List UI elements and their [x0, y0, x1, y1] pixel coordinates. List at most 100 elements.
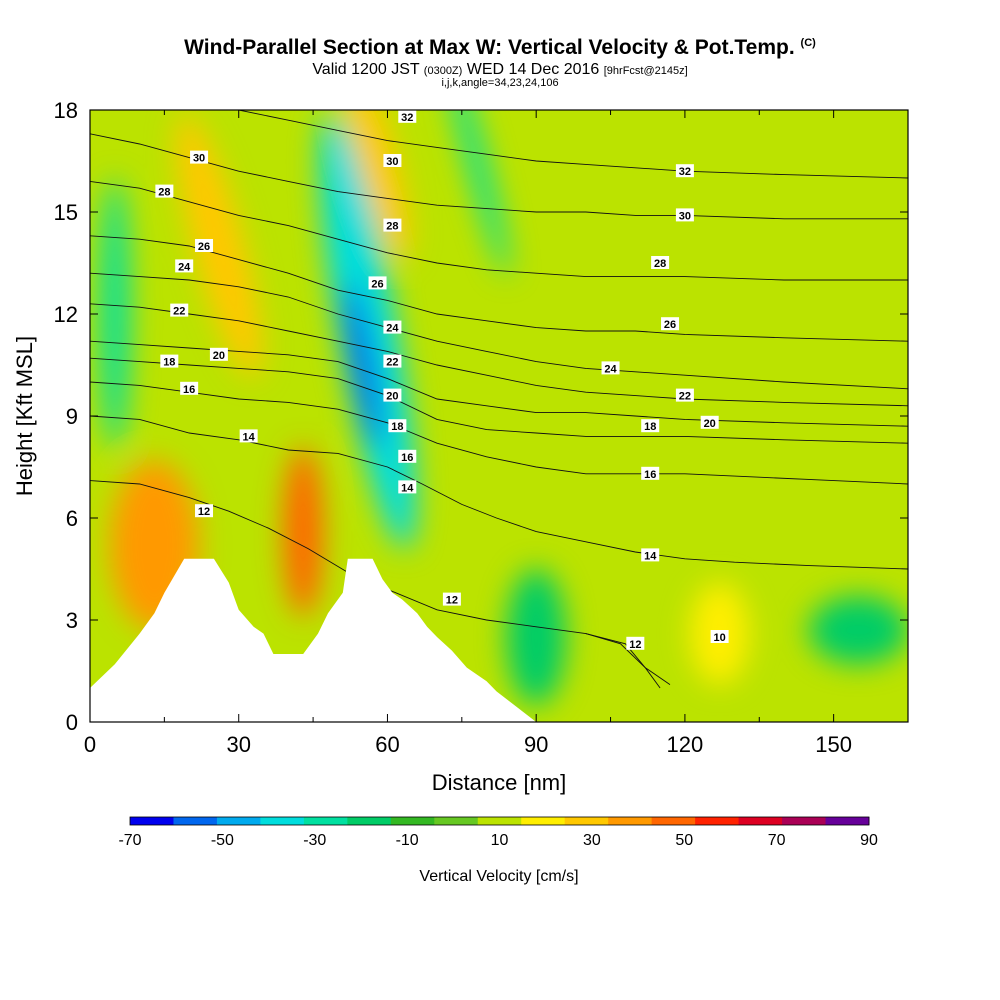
theta-label-box — [239, 429, 258, 443]
chart-title: Wind-Parallel Section at Max W: Vertical… — [184, 36, 816, 59]
theta-label-22: 22 — [675, 388, 694, 403]
theta-label-text: 14 — [401, 482, 414, 494]
theta-label-box — [383, 218, 402, 232]
theta-contour-28 — [90, 180, 908, 281]
theta-label-box — [175, 259, 194, 273]
colorbar-swatch — [738, 817, 783, 825]
theta-label-10: 10 — [710, 630, 729, 644]
theta-label-box — [700, 415, 719, 429]
colorbar-frame — [129, 816, 870, 826]
theta-label-text: 18 — [644, 421, 656, 433]
colorbar-tick-label: -50 — [211, 832, 234, 849]
theta-label-box — [661, 317, 680, 331]
theta-label-text: 22 — [386, 357, 398, 369]
theta-label-14: 14 — [641, 548, 660, 562]
theta-label-30: 30 — [383, 154, 402, 168]
colorbar-swatch — [477, 817, 522, 825]
theta-contour-20 — [90, 340, 908, 427]
y-tick-label: 18 — [54, 98, 78, 123]
colorbar-swatch — [260, 817, 305, 825]
theta-label-box — [160, 354, 179, 368]
theta-contour-18 — [90, 357, 908, 444]
theta-label-box — [209, 347, 228, 361]
theta-label-text: 26 — [371, 278, 383, 290]
theta-label-box — [675, 208, 694, 222]
theta-label-20: 20 — [700, 415, 719, 430]
colorbar: -70 -50 -30 -10 10 30 50 70 90 — [118, 816, 878, 849]
y-tick-label: 0 — [66, 710, 78, 735]
chart-subtitle-indices: i,j,k,angle=34,23,24,106 — [441, 77, 559, 89]
theta-label-box — [170, 303, 189, 317]
theta-label-box — [641, 466, 660, 480]
velocity-region — [808, 596, 908, 665]
theta-label-text: 20 — [386, 391, 398, 403]
colorbar-swatch — [390, 817, 435, 825]
theta-label-30: 30 — [190, 150, 209, 165]
theta-label-box — [641, 419, 660, 433]
theta-label-26: 26 — [368, 276, 387, 290]
velocity-region — [99, 178, 130, 450]
x-tick-label: 150 — [815, 732, 852, 757]
x-tick-label: 30 — [226, 732, 250, 757]
theta-contour-10 — [585, 633, 671, 685]
theta-label-box — [190, 150, 209, 164]
theta-contour-32 — [238, 110, 908, 179]
colorbar-tick-label: 90 — [860, 832, 878, 849]
theta-label-text: 22 — [173, 306, 185, 318]
theta-label-20: 20 — [209, 347, 228, 362]
theta-label-box — [601, 361, 620, 375]
theta-label-text: 20 — [704, 418, 716, 430]
theta-label-text: 24 — [386, 323, 399, 335]
theta-label-box — [368, 276, 387, 290]
theta-label-28: 28 — [383, 218, 402, 233]
theta-label-26: 26 — [195, 239, 214, 253]
theta-label-text: 32 — [401, 112, 413, 124]
theta-label-18: 18 — [388, 419, 407, 433]
theta-label-text: 18 — [163, 357, 175, 369]
theta-label-32: 32 — [675, 164, 694, 178]
x-axis-label: Distance [nm] — [432, 770, 567, 795]
y-tick-label: 15 — [54, 200, 78, 225]
theta-label-box — [710, 630, 729, 643]
theta-label-26: 26 — [661, 317, 680, 331]
theta-label-box — [641, 548, 660, 562]
potential-temperature-contours — [90, 110, 908, 689]
colorbar-swatch — [564, 817, 609, 825]
velocity-region — [319, 113, 416, 549]
theta-label-text: 26 — [664, 319, 676, 331]
colorbar-tick-label: 50 — [675, 832, 693, 849]
theta-label-box — [675, 388, 694, 402]
theta-label-box — [398, 109, 417, 123]
theta-label-24: 24 — [175, 259, 194, 273]
terrain — [90, 558, 908, 722]
theta-label-text: 28 — [654, 258, 666, 270]
theta-contour-14 — [90, 415, 908, 570]
colorbar-swatch — [303, 817, 348, 825]
x-tick-label: 90 — [524, 732, 548, 757]
chart-subtitle: Valid 1200 JST (0300Z) WED 14 Dec 2016 [… — [312, 61, 688, 78]
theta-label-24: 24 — [601, 361, 620, 375]
theta-contour-22 — [90, 303, 908, 407]
theta-label-28: 28 — [651, 256, 670, 270]
theta-label-box — [155, 184, 174, 198]
theta-label-box — [383, 320, 402, 334]
y-tick-label: 9 — [66, 404, 78, 429]
theta-label-22: 22 — [170, 303, 189, 318]
theta-label-12: 12 — [626, 636, 645, 651]
colorbar-tick-label: 30 — [583, 832, 601, 849]
theta-label-text: 30 — [386, 156, 398, 168]
colorbar-swatch — [434, 817, 479, 825]
velocity-region — [506, 569, 566, 705]
theta-label-32: 32 — [398, 109, 417, 124]
theta-label-14: 14 — [398, 480, 417, 494]
theta-label-box — [651, 256, 670, 269]
theta-label-text: 16 — [644, 469, 656, 481]
theta-label-16: 16 — [641, 466, 660, 481]
colorbar-swatch — [695, 817, 740, 825]
theta-label-28: 28 — [155, 184, 174, 199]
theta-label-text: 12 — [198, 506, 210, 518]
velocity-region — [344, 281, 381, 449]
colorbar-tick-label: -30 — [303, 832, 326, 849]
theta-label-box — [388, 419, 407, 433]
